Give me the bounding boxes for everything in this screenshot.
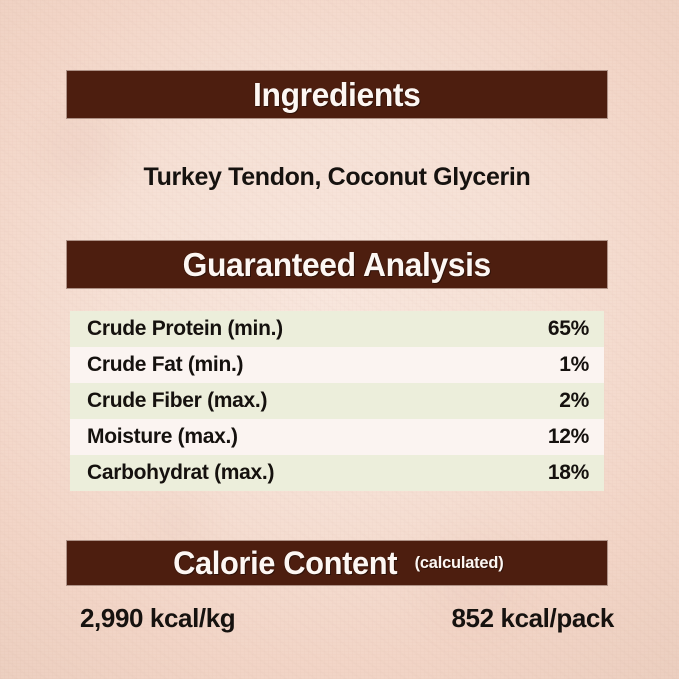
table-row: Crude Protein (min.) 65% xyxy=(70,311,604,347)
calorie-content-heading: Calorie Content xyxy=(173,544,398,581)
nutrient-label: Carbohydrat (max.) xyxy=(87,461,275,484)
guaranteed-analysis-header-bar: Guaranteed Analysis xyxy=(66,240,608,289)
ingredients-list-text: Turkey Tendon, Coconut Glycerin xyxy=(143,163,531,191)
calorie-content-heading-suffix: (calculated) xyxy=(414,553,504,572)
calories-per-pack: 852 kcal/pack xyxy=(451,603,615,633)
nutrient-label: Crude Fiber (max.) xyxy=(87,389,268,412)
nutrient-label: Moisture (max.) xyxy=(87,425,238,448)
nutrient-value: 18% xyxy=(547,461,589,484)
table-row: Carbohydrat (max.) 18% xyxy=(70,455,604,491)
calorie-values-row: 2,990 kcal/kg 852 kcal/pack xyxy=(80,603,614,634)
nutrient-value: 1% xyxy=(559,353,589,376)
table-row: Crude Fat (min.) 1% xyxy=(70,347,604,383)
guaranteed-analysis-heading: Guaranteed Analysis xyxy=(182,245,492,283)
nutrient-label: Crude Fat (min.) xyxy=(87,353,244,376)
calories-per-kilogram: 2,990 kcal/kg xyxy=(80,603,236,633)
calorie-content-header-bar: Calorie Content (calculated) xyxy=(66,540,608,586)
table-row: Moisture (max.) 12% xyxy=(70,419,604,455)
nutrient-label: Crude Protein (min.) xyxy=(87,317,283,340)
ingredients-header-bar: Ingredients xyxy=(66,70,608,119)
guaranteed-analysis-table: Crude Protein (min.) 65% Crude Fat (min.… xyxy=(70,311,604,491)
nutrient-value: 2% xyxy=(559,389,589,412)
nutrient-value: 65% xyxy=(547,317,589,340)
nutrient-value: 12% xyxy=(547,425,589,448)
ingredients-heading: Ingredients xyxy=(253,75,421,113)
table-row: Crude Fiber (max.) 2% xyxy=(70,383,604,419)
